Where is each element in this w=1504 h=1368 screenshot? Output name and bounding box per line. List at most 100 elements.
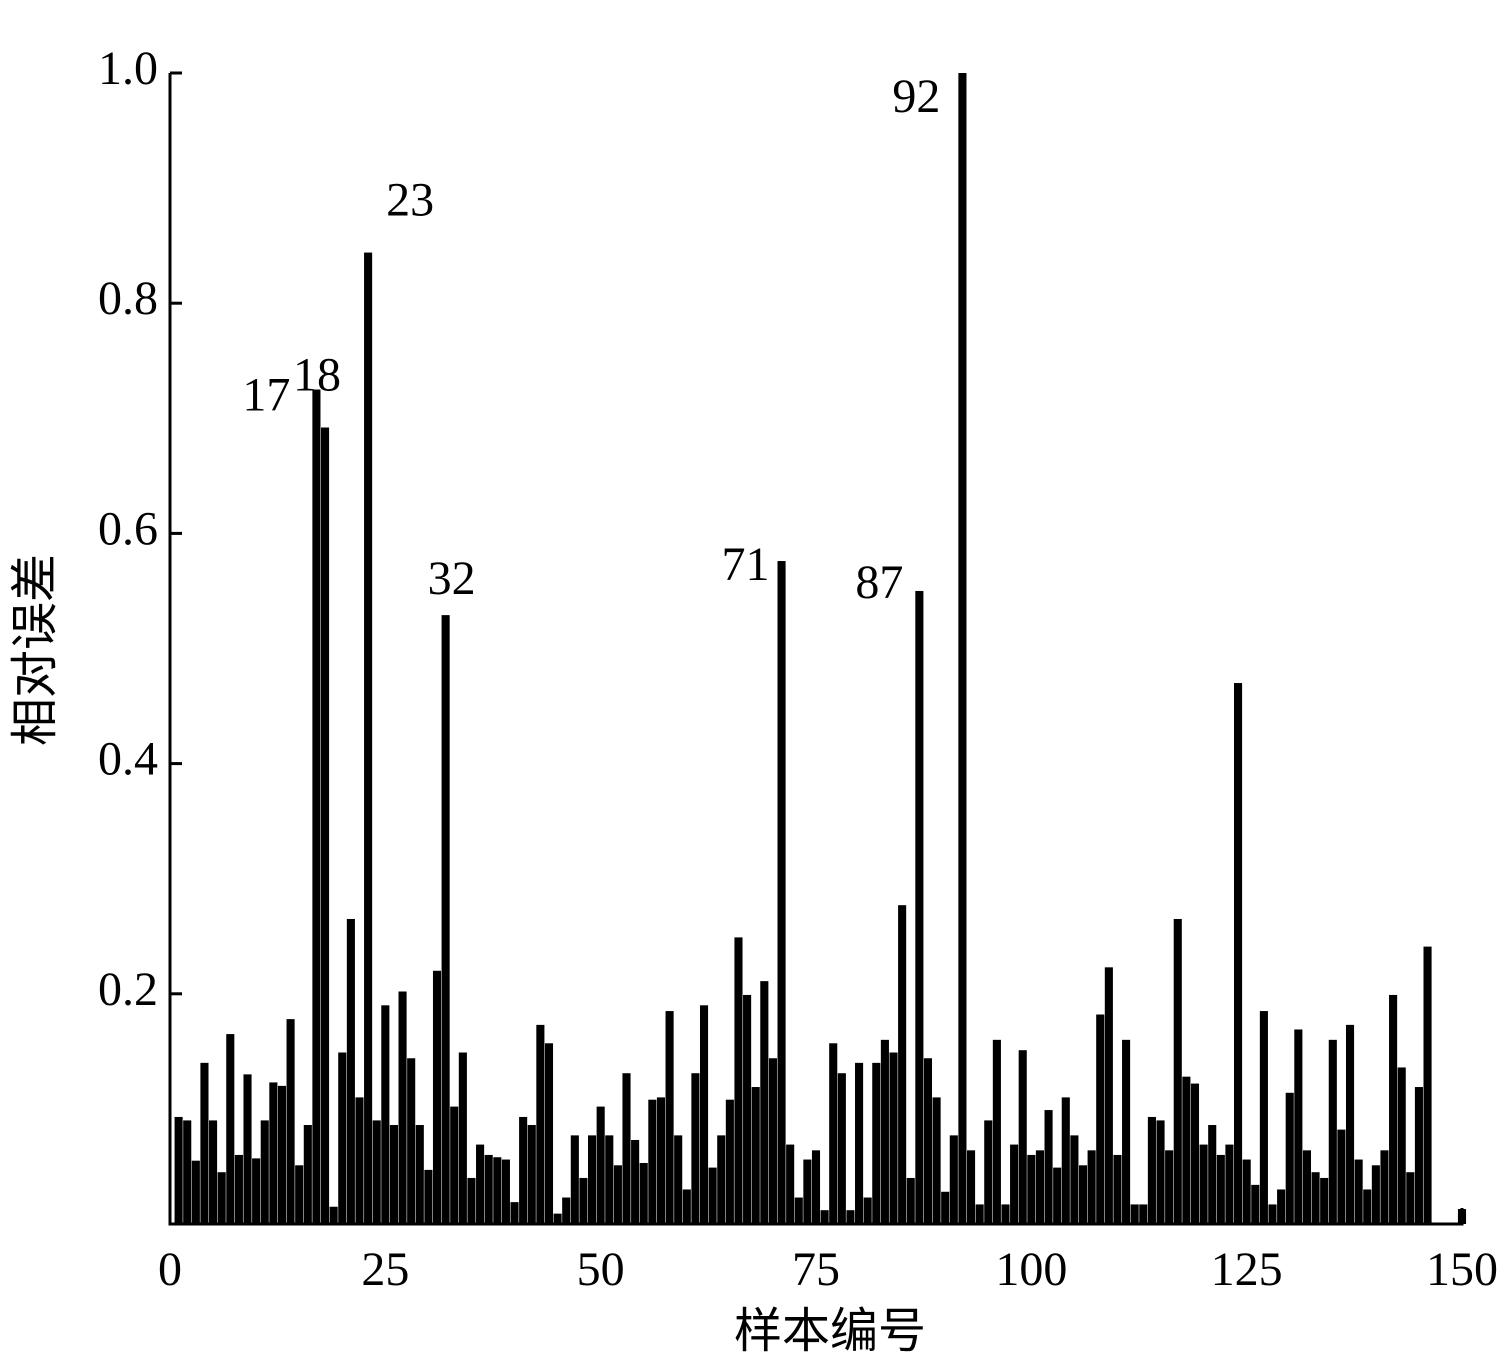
bar bbox=[1147, 1116, 1156, 1224]
bar bbox=[915, 590, 924, 1224]
bar bbox=[1190, 1083, 1200, 1224]
bar bbox=[1423, 946, 1432, 1224]
bar bbox=[777, 561, 786, 1224]
bar bbox=[570, 1135, 579, 1224]
bar bbox=[1354, 1159, 1363, 1224]
bar bbox=[1406, 1172, 1415, 1224]
bar bbox=[527, 1125, 536, 1224]
bar bbox=[510, 1202, 519, 1224]
bar bbox=[1345, 1024, 1355, 1224]
bar bbox=[855, 1062, 864, 1224]
bar bbox=[605, 1135, 614, 1224]
bar bbox=[1070, 1135, 1079, 1224]
bar bbox=[1035, 1150, 1044, 1224]
y-axis-label: 相对误差 bbox=[9, 554, 62, 746]
y-tick-label: 1.0 bbox=[98, 42, 158, 95]
bar bbox=[458, 1052, 467, 1224]
bar bbox=[880, 1039, 889, 1224]
bar bbox=[544, 1043, 554, 1224]
bar bbox=[476, 1144, 485, 1224]
bar bbox=[691, 1073, 700, 1224]
bar bbox=[450, 1106, 459, 1224]
bar bbox=[1044, 1110, 1053, 1224]
bar bbox=[1234, 683, 1243, 1224]
bar bbox=[1173, 918, 1182, 1224]
bar bbox=[682, 1189, 691, 1224]
bar bbox=[889, 1052, 898, 1224]
bar bbox=[906, 1177, 915, 1224]
annotation: 87 bbox=[855, 556, 903, 609]
bar bbox=[579, 1177, 588, 1224]
bar bbox=[1294, 1029, 1303, 1224]
x-axis-label: 样本编号 bbox=[734, 1305, 926, 1358]
bar bbox=[209, 1120, 218, 1224]
bar bbox=[1277, 1189, 1286, 1224]
bar bbox=[1242, 1159, 1251, 1224]
bar bbox=[234, 1154, 243, 1224]
bar bbox=[553, 1213, 562, 1224]
bar bbox=[1363, 1189, 1372, 1224]
bar bbox=[501, 1159, 510, 1224]
bar bbox=[1130, 1204, 1139, 1224]
bar bbox=[992, 1039, 1001, 1224]
bar bbox=[1259, 1011, 1268, 1224]
bar bbox=[183, 1120, 192, 1224]
bar bbox=[1389, 994, 1398, 1224]
bar bbox=[932, 1097, 941, 1224]
annotation: 92 bbox=[892, 70, 940, 123]
bar bbox=[794, 1197, 803, 1224]
x-tick-label: 75 bbox=[792, 1243, 840, 1296]
bar bbox=[1078, 1165, 1088, 1224]
bar bbox=[269, 1082, 278, 1224]
annotation: 17 bbox=[242, 369, 290, 422]
bar bbox=[1104, 967, 1113, 1224]
bar bbox=[389, 1125, 398, 1224]
bar bbox=[923, 1058, 933, 1224]
bar bbox=[320, 427, 330, 1224]
bar bbox=[613, 1165, 622, 1224]
y-tick-label: 0.2 bbox=[98, 963, 158, 1016]
bar bbox=[1010, 1144, 1019, 1224]
x-tick-label: 125 bbox=[1211, 1243, 1283, 1296]
bar bbox=[588, 1135, 597, 1224]
bar bbox=[639, 1162, 648, 1224]
x-tick-label: 150 bbox=[1426, 1243, 1498, 1296]
bar bbox=[1001, 1204, 1010, 1224]
bar bbox=[1096, 1014, 1105, 1224]
x-tick-label: 0 bbox=[158, 1243, 182, 1296]
bar bbox=[1457, 1209, 1467, 1224]
annotation: 71 bbox=[722, 538, 770, 591]
bar bbox=[743, 994, 752, 1224]
bar bbox=[717, 1135, 726, 1224]
bar bbox=[277, 1085, 287, 1224]
bar bbox=[226, 1034, 235, 1224]
bar bbox=[355, 1097, 364, 1224]
bar bbox=[191, 1160, 200, 1224]
bar bbox=[665, 1011, 674, 1224]
annotation: 18 bbox=[293, 349, 341, 402]
axes bbox=[168, 73, 1464, 1226]
bar bbox=[1027, 1154, 1036, 1224]
bar bbox=[1139, 1204, 1148, 1224]
bar bbox=[1251, 1184, 1260, 1224]
bar bbox=[381, 1005, 390, 1224]
bar bbox=[751, 1087, 760, 1224]
bar bbox=[329, 1206, 338, 1224]
bar bbox=[1380, 1150, 1389, 1224]
y-tick-label: 0.4 bbox=[98, 733, 158, 786]
bar bbox=[811, 1150, 821, 1224]
bar bbox=[837, 1073, 846, 1224]
bar bbox=[1414, 1087, 1423, 1224]
bar bbox=[846, 1210, 855, 1224]
bar bbox=[803, 1159, 812, 1224]
annotation: 23 bbox=[386, 174, 434, 227]
bar bbox=[631, 1139, 640, 1224]
annotation: 32 bbox=[428, 552, 476, 605]
bar bbox=[829, 1043, 838, 1224]
bar bbox=[562, 1197, 571, 1224]
bar bbox=[708, 1167, 717, 1224]
bar bbox=[958, 73, 967, 1224]
bar bbox=[1311, 1172, 1320, 1224]
bar bbox=[303, 1125, 312, 1224]
